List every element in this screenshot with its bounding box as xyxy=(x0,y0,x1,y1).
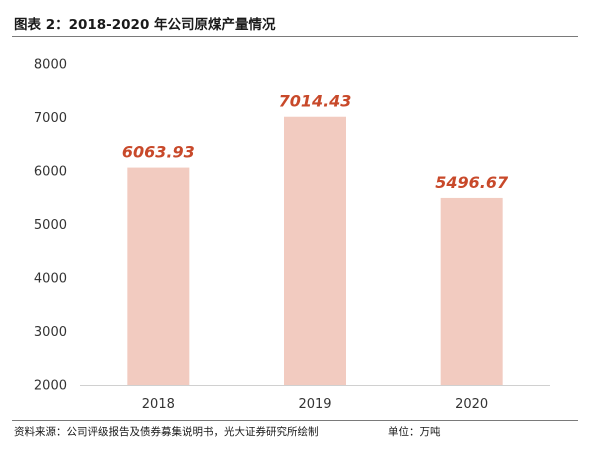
unit-note: 单位：万吨 xyxy=(388,426,441,438)
bars: 6063.93 7014.43 5496.67 xyxy=(122,92,509,385)
x-tick-label: 2019 xyxy=(298,397,331,412)
data-label-2019: 7014.43 xyxy=(279,92,352,111)
top-rule xyxy=(12,36,578,37)
bar-2018 xyxy=(127,167,190,385)
figure-title: 图表 2：2018-2020 年公司原煤产量情况 xyxy=(14,17,276,33)
x-tick-label: 2020 xyxy=(455,397,488,412)
x-axis: 2018 2019 2020 xyxy=(80,385,550,412)
bar-2020 xyxy=(440,197,503,385)
y-tick-label: 6000 xyxy=(34,165,67,180)
y-tick-label: 4000 xyxy=(34,272,67,287)
data-label-2020: 5496.67 xyxy=(435,173,509,192)
y-tick-label: 3000 xyxy=(34,325,67,340)
y-tick-label: 8000 xyxy=(34,58,67,73)
x-tick-label: 2018 xyxy=(142,397,175,412)
y-tick-label: 5000 xyxy=(34,218,67,233)
data-label-2018: 6063.93 xyxy=(122,143,195,162)
y-axis: 2000 3000 4000 5000 6000 7000 8000 xyxy=(34,58,67,394)
y-tick-label: 2000 xyxy=(34,379,67,394)
source-note: 资料来源：公司评级报告及债券募集说明书，光大证券研究所绘制 xyxy=(14,426,319,438)
bar-2019 xyxy=(284,116,346,385)
bottom-rule xyxy=(12,420,578,421)
y-tick-label: 7000 xyxy=(34,111,67,126)
